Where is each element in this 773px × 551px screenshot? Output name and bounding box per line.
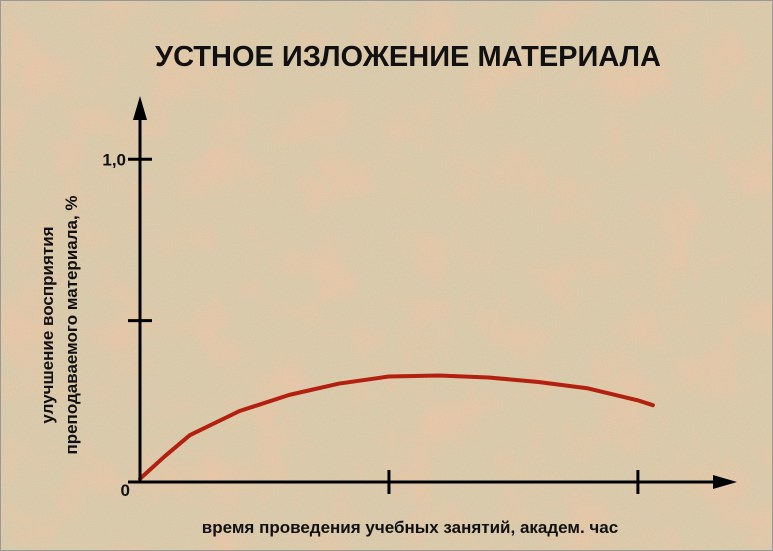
y-tick-label: 0 (121, 481, 130, 500)
data-line (138, 373, 655, 481)
y-axis-label: улучшение восприятия преподаваемого мате… (38, 195, 81, 454)
y-axis-label-line: улучшение восприятия (38, 226, 57, 423)
axes (133, 96, 737, 489)
y-tick-label: 1,0 (102, 150, 126, 169)
y-arrow (133, 96, 147, 120)
chart-title: УСТНОЕ ИЗЛОЖЕНИЕ МАТЕРИАЛА (155, 41, 661, 73)
x-arrow (713, 475, 737, 489)
x-axis-label: время проведения учебных занятий, академ… (202, 518, 618, 537)
y-axis-label-line: преподаваемого материала, % (62, 195, 81, 454)
